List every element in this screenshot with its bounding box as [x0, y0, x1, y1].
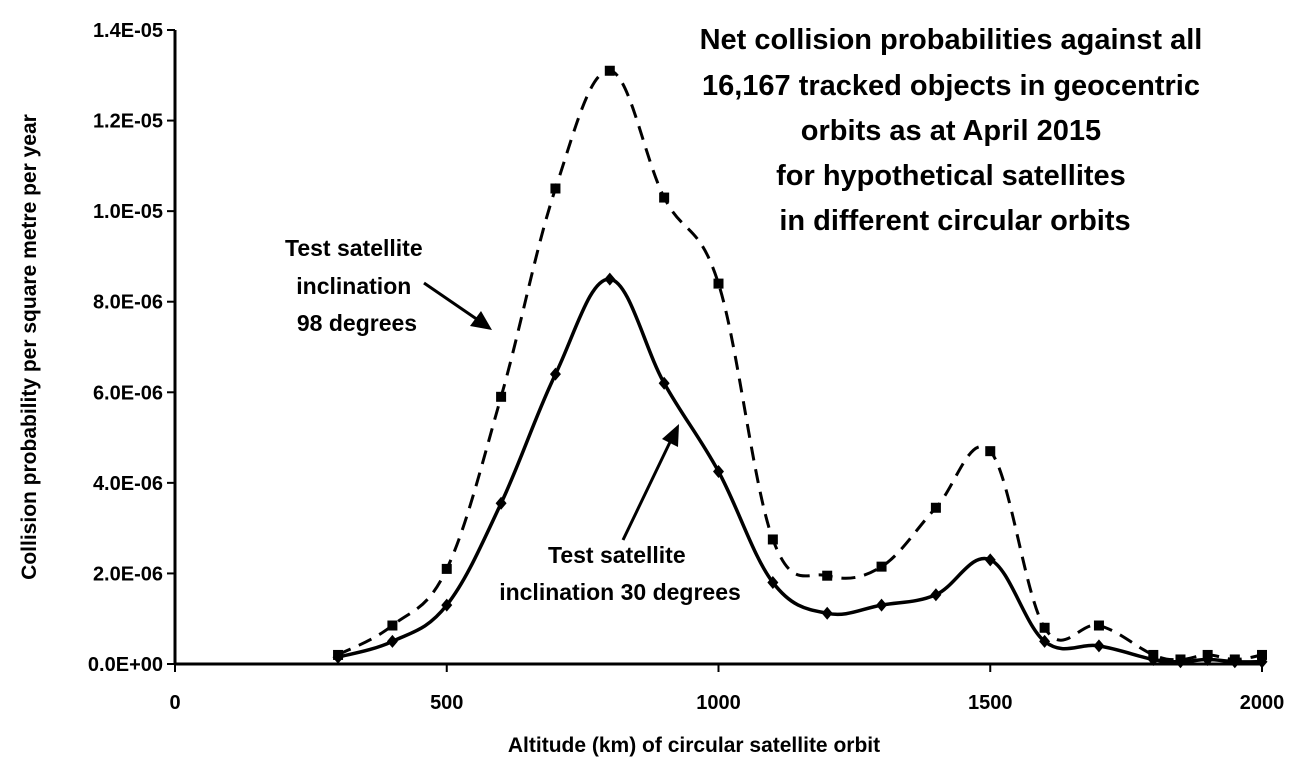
x-tick-label: 1500 — [968, 692, 1013, 714]
data-point-square — [767, 534, 778, 545]
annotation-98-degrees: Test satellite inclination 98 degrees — [285, 235, 429, 336]
annotation-30-degrees: Test satellite inclination 30 degrees — [499, 542, 741, 605]
annotation-98-line-3: 98 degrees — [297, 310, 417, 336]
data-point-square — [659, 192, 670, 203]
data-point-diamond — [604, 272, 616, 286]
data-point-square — [441, 563, 452, 574]
data-point-diamond — [930, 588, 942, 602]
y-tick-label: 8.0E-06 — [93, 292, 163, 314]
data-point-diamond — [1039, 634, 1051, 648]
y-tick-label: 0.0E+00 — [88, 654, 163, 676]
data-point-square — [496, 391, 507, 402]
annotation-30-line-2: inclination 30 degrees — [499, 579, 741, 605]
data-point-diamond — [549, 367, 561, 381]
x-tick-label: 1000 — [696, 692, 741, 714]
data-point-diamond — [1147, 652, 1159, 666]
annotation-98-line-1: Test satellite — [285, 235, 423, 261]
data-point-square — [985, 446, 996, 457]
y-tick-label: 1.4E-05 — [93, 20, 163, 42]
x-axis-label: Altitude (km) of circular satellite orbi… — [508, 734, 880, 757]
chart-title-line-5: in different circular orbits — [779, 205, 1130, 237]
y-tick-label: 1.2E-05 — [93, 111, 163, 133]
annotation-30-line-1: Test satellite — [548, 542, 686, 568]
data-point-diamond — [495, 496, 507, 510]
data-point-diamond — [1174, 655, 1186, 669]
data-point-diamond — [767, 575, 779, 589]
chart-title-line-1: Net collision probabilities against all — [700, 24, 1203, 56]
data-point-diamond — [332, 650, 344, 664]
y-tick-label: 2.0E-06 — [93, 563, 163, 585]
data-point-square — [930, 502, 941, 513]
data-point-diamond — [1093, 639, 1105, 653]
data-point-square — [604, 65, 615, 76]
annotation-98-line-2: inclination — [296, 273, 411, 299]
y-axis-label: Collision probability per square metre p… — [18, 114, 41, 580]
series-30-degrees-line — [337, 277, 1263, 664]
series-98-degrees-line — [337, 69, 1263, 662]
y-axis-ticks: 0.0E+00 2.0E-06 4.0E-06 6.0E-06 8.0E-06 1.0E-… — [88, 20, 175, 676]
x-tick-label: 2000 — [1240, 692, 1285, 714]
data-point-square — [1093, 620, 1104, 631]
chart-title-line-3: orbits as at April 2015 — [801, 115, 1101, 147]
data-point-diamond — [658, 376, 670, 390]
x-tick-label: 500 — [430, 692, 463, 714]
data-point-diamond — [1229, 655, 1241, 669]
y-tick-label: 4.0E-06 — [93, 473, 163, 495]
arrow-30-degrees — [621, 439, 673, 541]
data-point-diamond — [441, 598, 453, 612]
x-axis-ticks: 0 500 1000 1500 2000 — [169, 664, 1284, 714]
data-point-diamond — [1256, 655, 1268, 669]
series-98-degrees — [333, 65, 1267, 665]
data-point-square — [713, 278, 724, 289]
data-point-diamond — [876, 598, 888, 612]
data-point-diamond — [821, 606, 833, 620]
data-point-square — [550, 183, 561, 194]
chart-title-line-4: for hypothetical satellites — [776, 160, 1126, 192]
x-tick-label: 0 — [169, 692, 180, 714]
data-point-diamond — [1202, 652, 1214, 666]
series-30-degrees — [332, 272, 1268, 669]
data-point-square — [1039, 622, 1050, 633]
data-point-diamond — [713, 465, 724, 479]
data-point-diamond — [984, 553, 996, 567]
series-30-degrees-markers — [332, 272, 1268, 669]
data-point-square — [1257, 649, 1267, 660]
chart-title-line-2: 16,167 tracked objects in geocentric — [702, 70, 1200, 102]
data-point-square — [822, 570, 833, 581]
arrow-98-degrees-head — [470, 311, 492, 330]
y-tick-label: 1.0E-05 — [93, 201, 163, 223]
y-tick-label: 6.0E-06 — [93, 382, 163, 404]
arrow-98-degrees — [423, 281, 479, 322]
arrow-30-degrees-head — [662, 424, 679, 447]
data-point-square — [876, 561, 887, 572]
chart-title: Net collision probabilities against all … — [700, 24, 1211, 237]
data-point-square — [387, 620, 398, 631]
data-point-diamond — [386, 634, 398, 648]
